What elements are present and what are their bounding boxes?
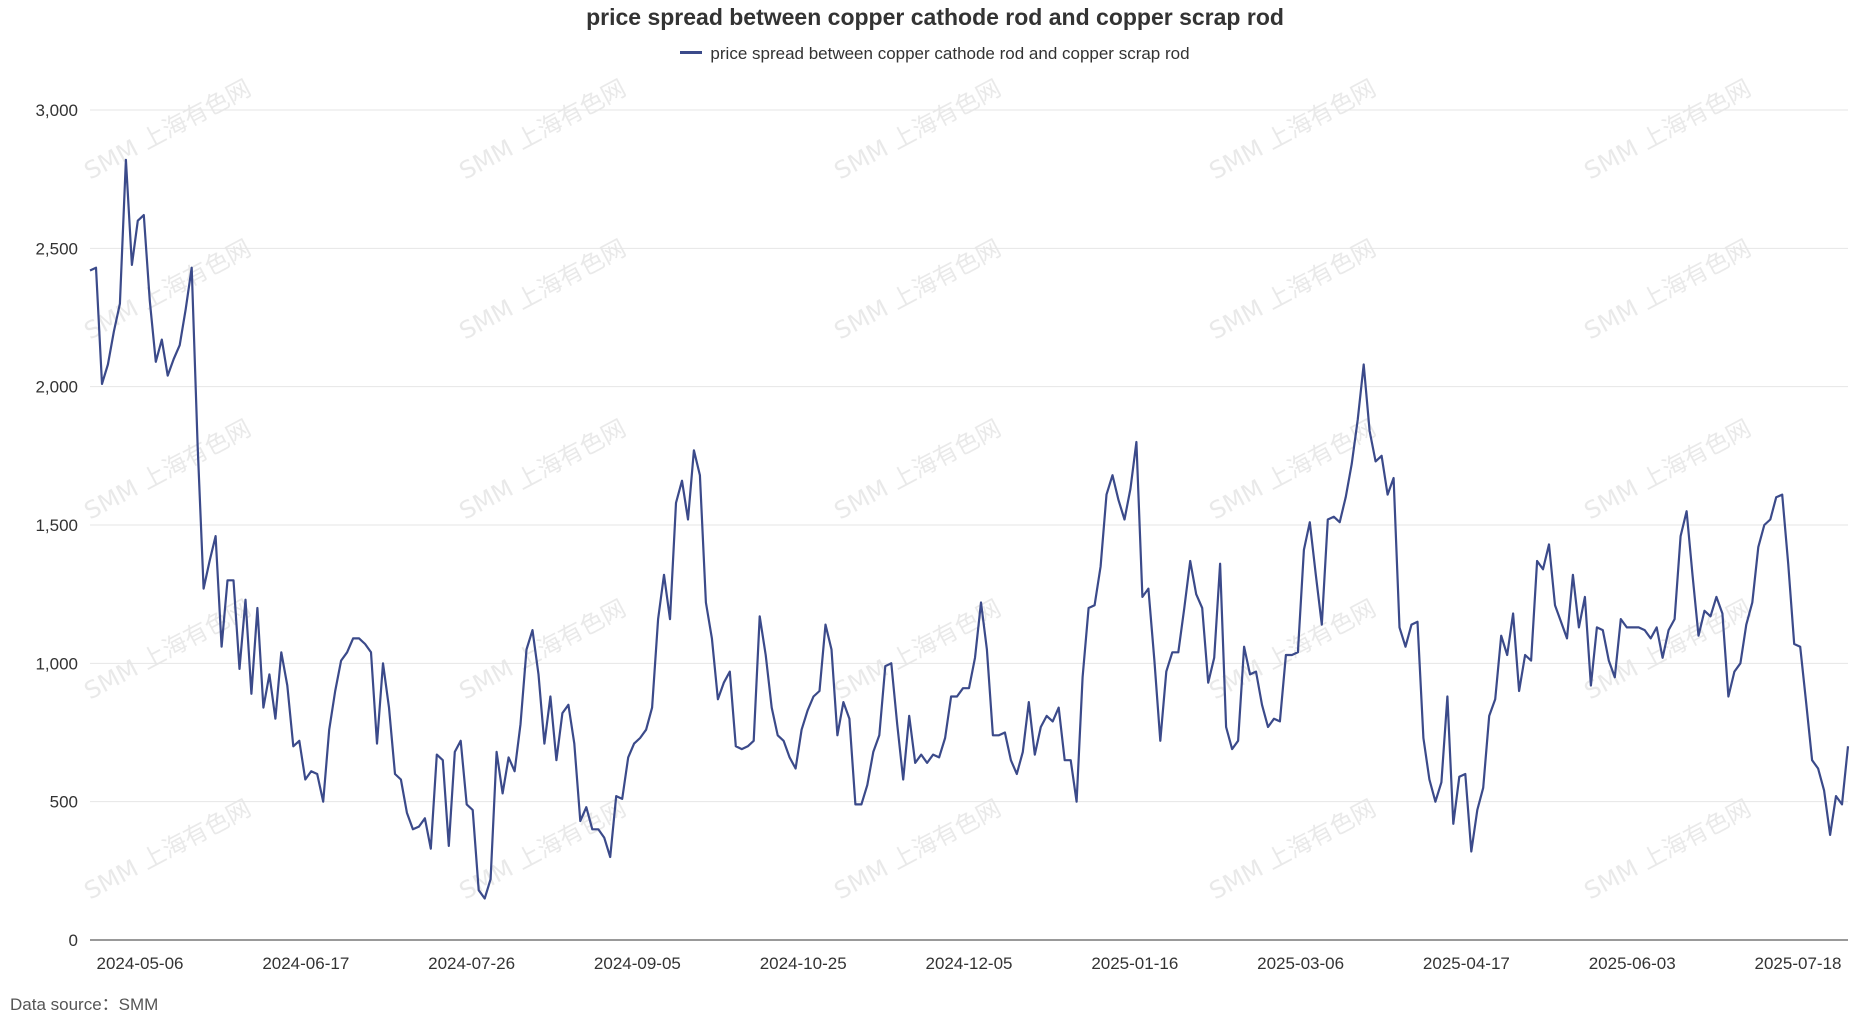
- y-tick-label: 500: [50, 793, 78, 812]
- x-tick-label: 2025-07-18: [1755, 954, 1842, 973]
- watermark-text: SMM 上海有色网: [80, 414, 256, 525]
- x-tick-label: 2025-03-06: [1257, 954, 1344, 973]
- y-tick-label: 0: [69, 931, 78, 950]
- watermark-layer: SMM 上海有色网 SMM 上海有色网 SMM 上海有色网 SMM 上海有色网 SMM …: [80, 74, 1756, 905]
- axes: 0 500 1,000 1,500 2,000 2,500 3,000 2024-05-06 2…: [35, 101, 1848, 973]
- watermark-text: SMM 上海有色网: [80, 74, 256, 185]
- watermark-text: SMM 上海有色网: [830, 234, 1006, 345]
- x-tick-label: 2025-04-17: [1423, 954, 1510, 973]
- watermark-text: SMM 上海有色网: [1205, 794, 1381, 905]
- x-tick-label: 2025-06-03: [1589, 954, 1676, 973]
- watermark-text: SMM 上海有色网: [80, 794, 256, 905]
- watermark-text: SMM 上海有色网: [80, 594, 256, 705]
- watermark-text: SMM 上海有色网: [1205, 594, 1381, 705]
- x-tick-label: 2024-05-06: [97, 954, 184, 973]
- series-line: [89, 158, 1850, 900]
- y-tick-label: 1,500: [35, 516, 78, 535]
- chart-title: price spread between copper cathode rod …: [586, 4, 1284, 30]
- watermark-text: SMM 上海有色网: [1580, 794, 1756, 905]
- watermark-text: SMM 上海有色网: [455, 414, 631, 525]
- watermark-text: SMM 上海有色网: [1205, 414, 1381, 525]
- legend[interactable]: price spread between copper cathode rod …: [0, 44, 1870, 64]
- x-tick-label: 2024-10-25: [760, 954, 847, 973]
- x-tick-label: 2025-01-16: [1091, 954, 1178, 973]
- watermark-text: SMM 上海有色网: [1580, 414, 1756, 525]
- watermark-text: SMM 上海有色网: [1205, 234, 1381, 345]
- series-layer: [89, 158, 1850, 900]
- watermark-text: SMM 上海有色网: [455, 794, 631, 905]
- y-tick-label: 2,000: [35, 378, 78, 397]
- watermark-text: SMM 上海有色网: [80, 234, 256, 345]
- x-tick-label: 2024-09-05: [594, 954, 681, 973]
- y-tick-label: 2,500: [35, 239, 78, 258]
- watermark-text: SMM 上海有色网: [830, 414, 1006, 525]
- data-source-note: Data source：SMM: [10, 995, 159, 1014]
- x-tick-label: 2024-12-05: [926, 954, 1013, 973]
- watermark-text: SMM 上海有色网: [1205, 74, 1381, 185]
- watermark-text: SMM 上海有色网: [830, 794, 1006, 905]
- y-tick-label: 3,000: [35, 101, 78, 120]
- watermark-text: SMM 上海有色网: [830, 74, 1006, 185]
- x-tick-label: 2024-06-17: [262, 954, 349, 973]
- watermark-text: SMM 上海有色网: [455, 234, 631, 345]
- legend-label: price spread between copper cathode rod …: [710, 44, 1190, 63]
- legend-swatch: [680, 51, 703, 55]
- watermark-text: SMM 上海有色网: [455, 594, 631, 705]
- watermark-text: SMM 上海有色网: [455, 74, 631, 185]
- watermark-text: SMM 上海有色网: [1580, 74, 1756, 185]
- x-tick-label: 2024-07-26: [428, 954, 515, 973]
- y-tick-label: 1,000: [35, 654, 78, 673]
- watermark-text: SMM 上海有色网: [1580, 234, 1756, 345]
- gridlines: [90, 109, 1848, 803]
